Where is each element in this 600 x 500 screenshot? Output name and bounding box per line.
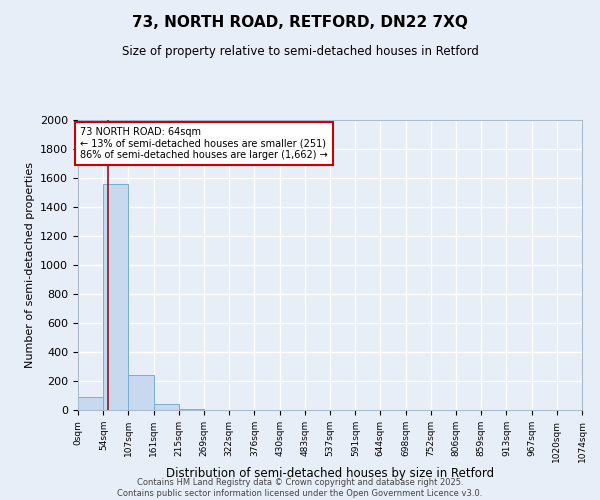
X-axis label: Distribution of semi-detached houses by size in Retford: Distribution of semi-detached houses by … xyxy=(166,468,494,480)
Text: 73 NORTH ROAD: 64sqm
← 13% of semi-detached houses are smaller (251)
86% of semi: 73 NORTH ROAD: 64sqm ← 13% of semi-detac… xyxy=(80,127,328,160)
Bar xyxy=(154,404,179,410)
Text: 73, NORTH ROAD, RETFORD, DN22 7XQ: 73, NORTH ROAD, RETFORD, DN22 7XQ xyxy=(132,15,468,30)
Y-axis label: Number of semi-detached properties: Number of semi-detached properties xyxy=(25,162,35,368)
Bar xyxy=(103,184,128,410)
Bar xyxy=(128,375,154,410)
Text: Size of property relative to semi-detached houses in Retford: Size of property relative to semi-detach… xyxy=(122,45,478,58)
Text: Contains HM Land Registry data © Crown copyright and database right 2025.
Contai: Contains HM Land Registry data © Crown c… xyxy=(118,478,482,498)
Bar xyxy=(78,397,103,410)
